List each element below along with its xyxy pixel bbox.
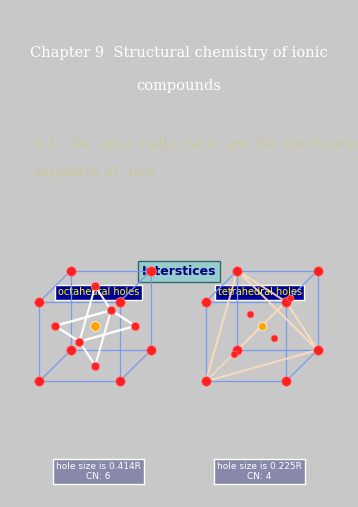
Text: Interstices: Interstices	[142, 265, 216, 278]
Text: octahedral holes: octahedral holes	[58, 287, 139, 297]
Text: Chapter 9  Structural chemistry of ionic: Chapter 9 Structural chemistry of ionic	[30, 46, 328, 60]
Text: compounds: compounds	[136, 79, 222, 93]
Text: hole size is 0.225R
CN: 4: hole size is 0.225R CN: 4	[217, 462, 302, 481]
Text: polyhedra of ions: polyhedra of ions	[34, 166, 155, 179]
Text: hole size is 0.414R
CN: 6: hole size is 0.414R CN: 6	[56, 462, 141, 481]
Text: 9.1  The ionic radii ratio and the coordination: 9.1 The ionic radii ratio and the coordi…	[34, 138, 358, 151]
Text: tetrahedral holes: tetrahedral holes	[218, 287, 301, 297]
